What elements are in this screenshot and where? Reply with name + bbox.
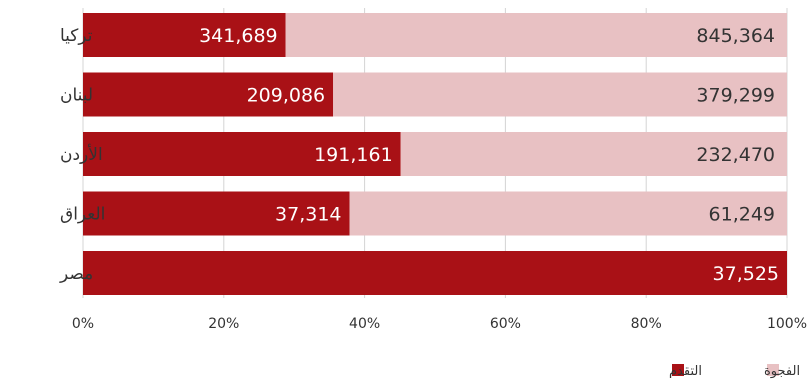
category-label: تركيا: [60, 26, 93, 46]
category-label: الأردن: [60, 144, 103, 165]
bar-gap: [285, 13, 787, 57]
category-label: العراق: [60, 205, 105, 225]
data-label-gap: 61,249: [709, 204, 775, 226]
x-tick-label: 60%: [490, 316, 521, 332]
data-label-gap: 232,470: [696, 144, 775, 166]
legend-swatch-gap: [767, 364, 779, 376]
x-tick-label: 40%: [349, 316, 380, 332]
bar-gap: [333, 72, 787, 117]
x-tick-label: 80%: [631, 316, 662, 332]
data-label-gap: 379,299: [696, 85, 775, 107]
legend-label-progress: التقدم: [669, 364, 702, 379]
bar-progress: [83, 72, 334, 117]
data-label-gap: 845,364: [696, 25, 775, 47]
bar-progress: [83, 251, 787, 295]
bars-layer: [83, 13, 787, 295]
category-label: مصر: [59, 264, 93, 284]
data-label-progress: 37,525: [713, 263, 779, 285]
category-label: لبنان: [60, 86, 93, 106]
legend-swatch-progress: [672, 364, 684, 376]
bar-gap: [400, 132, 787, 176]
x-tick-label: 0%: [72, 316, 94, 332]
data-label-progress: 341,689: [199, 25, 278, 47]
x-tick-label: 20%: [208, 316, 239, 332]
axis-layer: 0% 20% 40% 60% 80% 100% تركيا لبنان الأردن العراق…: [59, 26, 807, 332]
legend-label-gap: الفجوة: [764, 364, 800, 379]
legend: التقدم الفجوة: [669, 364, 800, 379]
bar-progress: [83, 132, 401, 176]
bar-gap: [349, 191, 787, 236]
bar-progress: [83, 191, 350, 236]
x-tick-label: 100%: [767, 316, 807, 332]
labels-layer: 341,689 845,364 209,086 379,299 191,161 232,4…: [199, 25, 779, 285]
data-label-progress: 37,314: [275, 204, 341, 226]
bar-progress: [83, 13, 286, 57]
data-label-progress: 191,161: [314, 144, 393, 166]
data-label-progress: 209,086: [247, 85, 326, 107]
